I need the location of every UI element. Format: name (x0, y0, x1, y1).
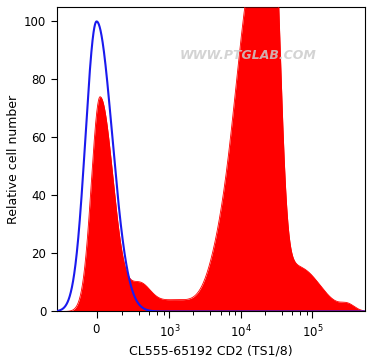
X-axis label: CL555-65192 CD2 (TS1/8): CL555-65192 CD2 (TS1/8) (129, 344, 293, 357)
Text: WWW.PTGLAB.COM: WWW.PTGLAB.COM (179, 49, 316, 62)
Y-axis label: Relative cell number: Relative cell number (7, 95, 20, 224)
